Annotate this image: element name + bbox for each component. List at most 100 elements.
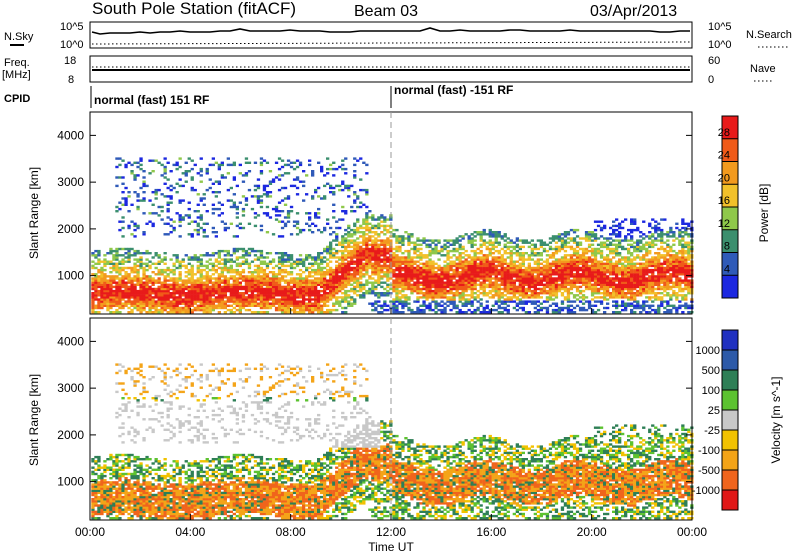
power-cell — [187, 302, 191, 305]
power-cell — [545, 306, 550, 310]
power-cell — [238, 308, 242, 312]
power-cell — [311, 231, 315, 234]
power-cell — [518, 252, 522, 255]
power-cell — [317, 228, 321, 232]
power-cell — [226, 296, 230, 299]
power-cell — [413, 243, 417, 246]
power-cell — [539, 289, 543, 293]
power-cell — [398, 235, 402, 238]
power-cell — [262, 294, 267, 297]
power-cell — [181, 218, 185, 221]
power-cell — [133, 306, 137, 310]
power-cell — [584, 285, 589, 289]
power-cell — [121, 285, 125, 289]
power-cell — [178, 260, 182, 263]
power-cell — [437, 304, 441, 307]
power-cell — [214, 258, 218, 261]
power-cell — [359, 252, 363, 255]
power-cell — [166, 285, 170, 289]
power-cell — [599, 285, 604, 289]
power-cell — [533, 287, 537, 291]
power-cell — [289, 254, 294, 257]
power-cell — [187, 222, 191, 225]
power-cell — [347, 266, 351, 270]
power-cell — [515, 266, 519, 270]
power-cell — [154, 296, 158, 299]
power-cell — [97, 304, 101, 307]
power-cell — [302, 180, 306, 183]
power-cell — [344, 237, 348, 240]
power-cell — [458, 279, 462, 282]
power-cell — [380, 241, 384, 244]
power-cell — [166, 302, 170, 305]
power-cell — [223, 289, 227, 293]
power-cell — [428, 273, 432, 276]
power-cell — [437, 258, 441, 261]
power-cell — [320, 279, 324, 282]
power-cell — [575, 275, 580, 278]
power-cell — [332, 279, 336, 282]
power-cell — [326, 300, 330, 303]
power-cell — [229, 258, 233, 261]
power-cell — [100, 266, 104, 270]
power-cell — [548, 281, 553, 284]
power-cell — [536, 247, 540, 251]
power-cell — [584, 268, 589, 272]
power-cell — [347, 254, 351, 257]
power-cell — [178, 264, 182, 268]
power-cell — [563, 281, 568, 284]
power-cell — [563, 258, 568, 261]
power-cell — [298, 283, 303, 286]
power-cell — [599, 252, 604, 255]
power-cell — [518, 256, 522, 259]
power-cell — [253, 161, 258, 164]
power-cell — [232, 268, 236, 272]
power-cell — [350, 298, 354, 301]
power-cell — [473, 311, 477, 314]
power-cell — [178, 157, 182, 160]
power-cell — [395, 296, 399, 299]
power-cell — [217, 287, 221, 291]
power-cell — [374, 287, 378, 291]
power-cell — [205, 210, 209, 213]
power-cell — [618, 241, 622, 244]
power-cell — [109, 289, 113, 293]
power-cell — [590, 268, 595, 272]
power-cell — [494, 256, 498, 259]
power-cell — [422, 256, 426, 259]
power-cell — [618, 296, 622, 299]
power-cell — [545, 266, 550, 270]
power-cell — [494, 300, 498, 303]
power-cell — [308, 296, 312, 299]
power-cell — [308, 159, 312, 162]
power-cell — [184, 271, 188, 274]
power-cell — [470, 279, 474, 282]
power-cell — [298, 262, 303, 265]
power-cell — [196, 281, 200, 284]
power-cell — [94, 254, 98, 257]
power-cell — [509, 262, 513, 265]
power-cell — [181, 292, 185, 295]
power-cell — [621, 247, 625, 251]
power-cell — [374, 218, 378, 221]
power-cell — [250, 302, 255, 305]
power-cell — [593, 292, 598, 295]
power-cell — [130, 294, 134, 297]
power-cell — [545, 311, 550, 314]
power-cell — [410, 247, 414, 251]
power-cell — [166, 294, 170, 297]
power-cell — [386, 243, 390, 246]
power-cell — [169, 231, 173, 234]
power-cell — [356, 237, 360, 240]
power-cell — [527, 254, 531, 257]
power-cell — [139, 289, 143, 293]
power-cell — [133, 279, 137, 282]
power-cell — [612, 311, 616, 314]
power-cell — [302, 298, 306, 301]
power-cell — [557, 275, 562, 278]
power-cell — [359, 224, 363, 228]
power-cell — [323, 279, 327, 282]
power-cell — [181, 311, 185, 314]
power-cell — [431, 252, 435, 255]
power-cell — [578, 243, 583, 246]
